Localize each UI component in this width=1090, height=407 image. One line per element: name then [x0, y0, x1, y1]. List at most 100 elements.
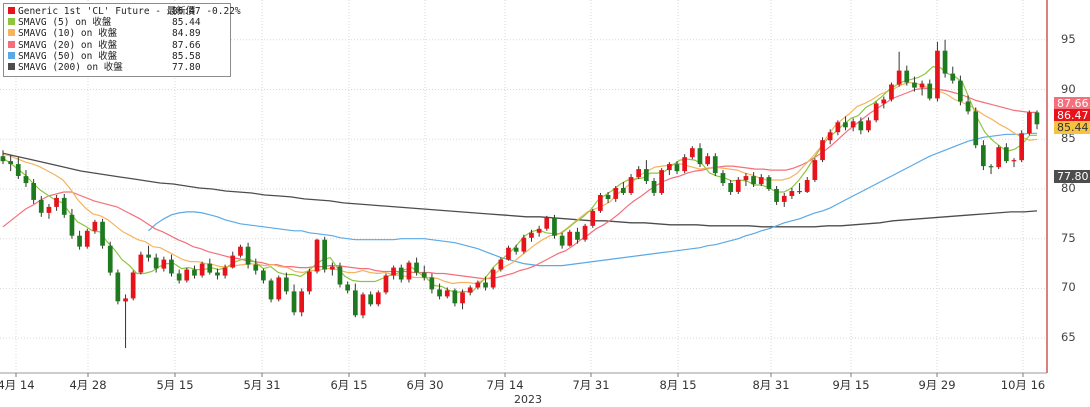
candle-body [682, 157, 687, 172]
candle-body [261, 270, 266, 281]
candle-body [421, 272, 427, 278]
candle-body [659, 170, 664, 193]
candle-body [559, 235, 565, 246]
candle-body [437, 289, 442, 297]
candle-body [575, 231, 580, 240]
candle-body [31, 183, 36, 200]
candle-body [728, 183, 733, 192]
candle-body [192, 269, 197, 276]
candle-body [138, 254, 144, 273]
legend-swatch [8, 40, 15, 48]
legend-label: SMAVG (20) on 收盤 [18, 39, 118, 51]
candle-body [199, 263, 205, 276]
candle-body [230, 255, 236, 268]
candle-body [628, 177, 634, 193]
x-tick-label: 10月 16 [1000, 378, 1046, 392]
candle-body [697, 148, 703, 165]
candle-body [92, 221, 98, 231]
candle-body [100, 221, 105, 246]
candle-body [467, 287, 473, 293]
y-tick-label: 70 [1061, 280, 1076, 295]
legend-label: SMAVG (200) on 收盤 [18, 62, 123, 73]
candle-body [912, 82, 917, 88]
candle-body [789, 191, 795, 196]
candle-body [268, 280, 274, 300]
candle-body [169, 259, 174, 274]
candle-body [544, 217, 550, 229]
x-tick-label: 6月 15 [330, 378, 368, 392]
candle-body [146, 254, 151, 258]
legend-entry: SMAVG (10) on 收盤 84.89 [8, 28, 201, 40]
x-tick-label: 9月 15 [832, 378, 870, 392]
candle-body [858, 121, 864, 131]
moving-average-lines [2, 65, 1038, 294]
candle-body [996, 147, 1001, 168]
legend-value: 77.80 [172, 62, 201, 73]
candle-body [490, 269, 496, 288]
candle-body [965, 101, 971, 112]
candle-body [942, 50, 948, 74]
candle-body [8, 161, 13, 165]
candle-body [950, 73, 956, 81]
x-tick-label: 5月 31 [243, 378, 281, 392]
candle-body [314, 239, 320, 272]
candle-body [337, 266, 343, 285]
legend-label: SMAVG (10) on 收盤 [18, 28, 118, 40]
x-tick-label: 9月 29 [918, 378, 956, 392]
candle-body [368, 294, 373, 305]
candle-body [513, 247, 519, 252]
candle-body [873, 103, 879, 121]
candle-body [245, 246, 251, 265]
candle-body [820, 140, 825, 161]
candle-body [896, 70, 902, 85]
candle-body [690, 148, 695, 158]
ma-line-1 [2, 81, 1038, 285]
candle-body [307, 271, 312, 292]
candle-body [812, 160, 818, 180]
candle-body [827, 132, 833, 141]
legend-label: SMAVG (50) on 收盤 [18, 50, 118, 62]
candle-body [383, 275, 389, 293]
candle-body [130, 272, 136, 299]
candle-body [935, 50, 940, 99]
candle-body [735, 180, 741, 192]
candle-body [567, 231, 573, 246]
candle-body [115, 272, 121, 302]
candle-body [15, 164, 21, 176]
candle-body [529, 232, 534, 238]
candle-body [1011, 160, 1017, 162]
candle-body [291, 291, 297, 313]
legend-swatch [8, 51, 15, 59]
candle-body [743, 176, 749, 181]
candle-body [1034, 112, 1040, 125]
ma-line-4 [2, 152, 1038, 228]
candle-body [84, 230, 90, 247]
price-tag: 77.80 [1054, 170, 1090, 183]
candle-body [207, 263, 213, 273]
candle-body [123, 298, 128, 302]
candle-body [927, 83, 933, 99]
candle-body [322, 239, 327, 270]
x-tick-label: 7月 14 [486, 378, 524, 392]
candle-body [636, 169, 641, 178]
candle-body [77, 235, 82, 247]
candle-body [253, 264, 259, 271]
candle-body [881, 99, 887, 104]
candle-body [590, 210, 596, 226]
candle-body [107, 245, 113, 273]
candle-body [222, 267, 228, 276]
candle-body [758, 177, 764, 185]
candle-body [460, 292, 465, 304]
x-tick-label: 8月 31 [752, 378, 790, 392]
candle-body [904, 70, 910, 83]
legend-label: SMAVG (5) on 收盤 [18, 17, 112, 29]
x-tick-label: 7月 31 [572, 378, 610, 392]
candle-body [705, 156, 710, 165]
candle-body [360, 294, 366, 316]
candle-body [843, 122, 848, 128]
candle-body [674, 164, 680, 172]
year-label: 2023 [514, 393, 542, 406]
candle-body [667, 164, 672, 171]
candle-body [919, 83, 925, 88]
